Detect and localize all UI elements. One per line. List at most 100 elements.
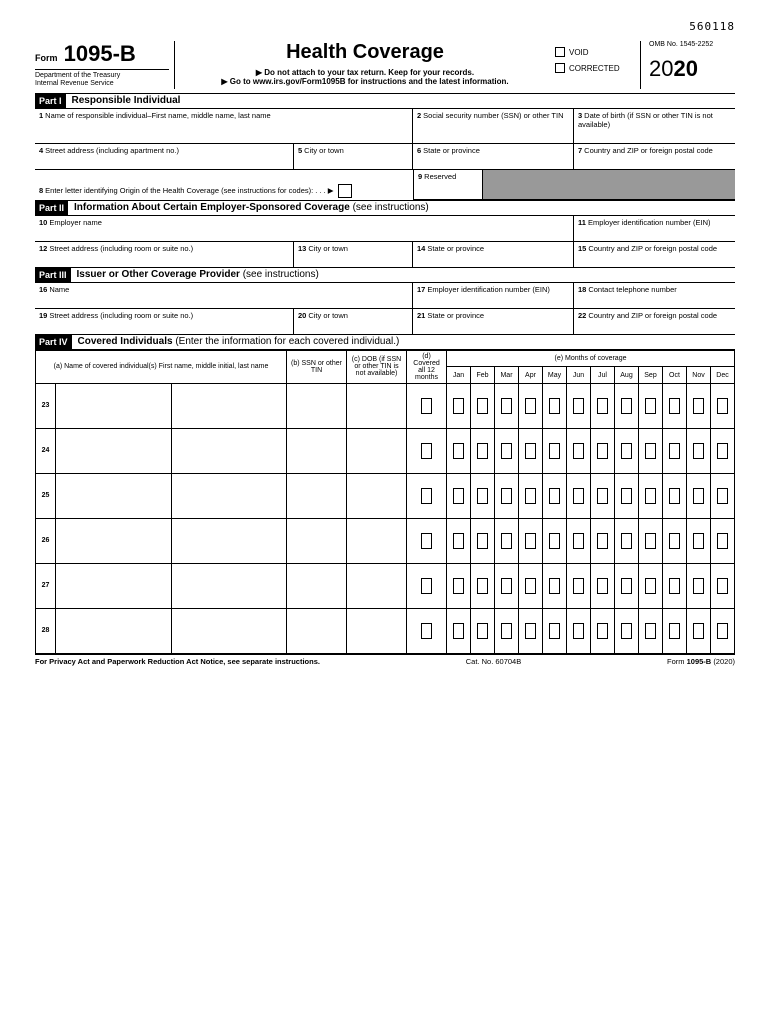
month-checkbox[interactable] — [639, 563, 663, 608]
covered-all-cell[interactable] — [407, 428, 447, 473]
month-checkbox[interactable] — [447, 383, 471, 428]
month-checkbox[interactable] — [663, 608, 687, 653]
month-checkbox[interactable] — [471, 563, 495, 608]
month-checkbox[interactable] — [711, 383, 735, 428]
name-cell[interactable] — [56, 518, 172, 563]
name-cell[interactable] — [171, 608, 287, 653]
month-checkbox[interactable] — [687, 383, 711, 428]
month-checkbox[interactable] — [687, 428, 711, 473]
covered-all-cell[interactable] — [407, 473, 447, 518]
month-checkbox[interactable] — [615, 383, 639, 428]
month-checkbox[interactable] — [711, 518, 735, 563]
month-checkbox[interactable] — [687, 608, 711, 653]
name-cell[interactable] — [56, 428, 172, 473]
month-checkbox[interactable] — [471, 608, 495, 653]
month-checkbox[interactable] — [591, 608, 615, 653]
month-checkbox[interactable] — [663, 473, 687, 518]
name-cell[interactable] — [56, 608, 172, 653]
month-checkbox[interactable] — [495, 518, 519, 563]
name-cell[interactable] — [56, 563, 172, 608]
month-checkbox[interactable] — [519, 383, 543, 428]
void-checkbox[interactable] — [555, 47, 565, 57]
month-checkbox[interactable] — [543, 563, 567, 608]
covered-all-cell[interactable] — [407, 608, 447, 653]
origin-code-box[interactable] — [338, 184, 352, 198]
month-checkbox[interactable] — [471, 518, 495, 563]
month-checkbox[interactable] — [615, 428, 639, 473]
month-checkbox[interactable] — [567, 428, 591, 473]
month-checkbox[interactable] — [615, 473, 639, 518]
month-checkbox[interactable] — [663, 518, 687, 563]
month-checkbox[interactable] — [495, 383, 519, 428]
month-checkbox[interactable] — [615, 563, 639, 608]
month-checkbox[interactable] — [567, 518, 591, 563]
month-checkbox[interactable] — [591, 473, 615, 518]
month-checkbox[interactable] — [495, 428, 519, 473]
name-cell[interactable] — [347, 383, 407, 428]
name-cell[interactable] — [171, 428, 287, 473]
name-cell[interactable] — [287, 383, 347, 428]
month-checkbox[interactable] — [591, 428, 615, 473]
month-checkbox[interactable] — [711, 608, 735, 653]
month-checkbox[interactable] — [567, 608, 591, 653]
month-checkbox[interactable] — [567, 383, 591, 428]
name-cell[interactable] — [287, 428, 347, 473]
name-cell[interactable] — [347, 518, 407, 563]
month-checkbox[interactable] — [519, 563, 543, 608]
covered-all-cell[interactable] — [407, 518, 447, 563]
name-cell[interactable] — [171, 563, 287, 608]
month-checkbox[interactable] — [591, 563, 615, 608]
month-checkbox[interactable] — [591, 518, 615, 563]
month-checkbox[interactable] — [711, 428, 735, 473]
month-checkbox[interactable] — [639, 383, 663, 428]
covered-all-cell[interactable] — [407, 383, 447, 428]
month-checkbox[interactable] — [447, 608, 471, 653]
name-cell[interactable] — [287, 563, 347, 608]
month-checkbox[interactable] — [687, 518, 711, 563]
covered-all-cell[interactable] — [407, 563, 447, 608]
month-checkbox[interactable] — [519, 473, 543, 518]
month-checkbox[interactable] — [519, 608, 543, 653]
month-checkbox[interactable] — [447, 428, 471, 473]
name-cell[interactable] — [347, 473, 407, 518]
month-checkbox[interactable] — [519, 428, 543, 473]
name-cell[interactable] — [287, 608, 347, 653]
name-cell[interactable] — [171, 383, 287, 428]
month-checkbox[interactable] — [447, 518, 471, 563]
name-cell[interactable] — [287, 518, 347, 563]
month-checkbox[interactable] — [639, 518, 663, 563]
month-checkbox[interactable] — [615, 518, 639, 563]
month-checkbox[interactable] — [543, 473, 567, 518]
month-checkbox[interactable] — [447, 473, 471, 518]
name-cell[interactable] — [56, 383, 172, 428]
month-checkbox[interactable] — [687, 473, 711, 518]
month-checkbox[interactable] — [711, 473, 735, 518]
month-checkbox[interactable] — [639, 428, 663, 473]
month-checkbox[interactable] — [543, 608, 567, 653]
name-cell[interactable] — [347, 563, 407, 608]
name-cell[interactable] — [171, 518, 287, 563]
month-checkbox[interactable] — [567, 563, 591, 608]
name-cell[interactable] — [56, 473, 172, 518]
month-checkbox[interactable] — [447, 563, 471, 608]
month-checkbox[interactable] — [663, 563, 687, 608]
month-checkbox[interactable] — [687, 563, 711, 608]
month-checkbox[interactable] — [495, 563, 519, 608]
month-checkbox[interactable] — [543, 383, 567, 428]
month-checkbox[interactable] — [471, 383, 495, 428]
corrected-checkbox[interactable] — [555, 63, 565, 73]
name-cell[interactable] — [287, 473, 347, 518]
month-checkbox[interactable] — [495, 608, 519, 653]
name-cell[interactable] — [347, 608, 407, 653]
month-checkbox[interactable] — [519, 518, 543, 563]
month-checkbox[interactable] — [495, 473, 519, 518]
name-cell[interactable] — [171, 473, 287, 518]
month-checkbox[interactable] — [471, 473, 495, 518]
name-cell[interactable] — [347, 428, 407, 473]
month-checkbox[interactable] — [711, 563, 735, 608]
month-checkbox[interactable] — [663, 383, 687, 428]
month-checkbox[interactable] — [543, 428, 567, 473]
month-checkbox[interactable] — [591, 383, 615, 428]
month-checkbox[interactable] — [471, 428, 495, 473]
month-checkbox[interactable] — [639, 473, 663, 518]
